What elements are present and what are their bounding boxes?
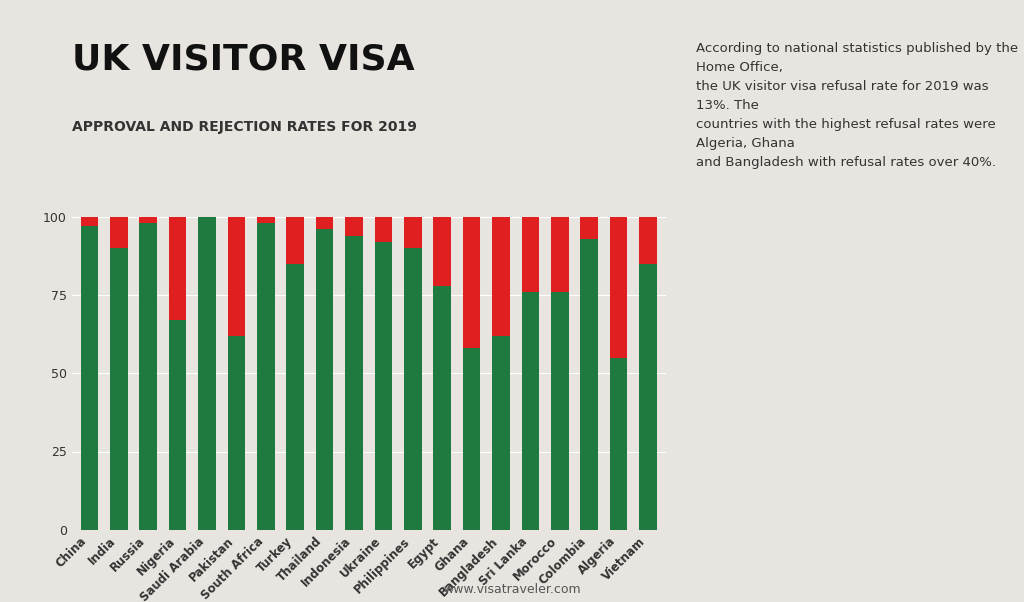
Text: UK VISITOR VISA: UK VISITOR VISA — [72, 42, 415, 76]
Bar — [227, 217, 245, 336]
Bar — [639, 217, 656, 264]
Bar — [609, 217, 628, 358]
Bar — [81, 226, 98, 530]
Bar — [315, 217, 334, 229]
Bar — [287, 264, 304, 530]
Bar — [227, 336, 245, 530]
Bar — [493, 336, 510, 530]
Bar — [81, 217, 98, 226]
Bar — [403, 248, 422, 530]
Bar — [110, 248, 128, 530]
Bar — [198, 217, 216, 530]
Text: www.visatraveler.com: www.visatraveler.com — [443, 583, 581, 596]
Bar — [581, 217, 598, 238]
Bar — [551, 292, 568, 530]
Bar — [609, 358, 628, 530]
Text: According to national statistics published by the Home Office,
the UK visitor vi: According to national statistics publish… — [696, 42, 1019, 169]
Bar — [345, 217, 362, 235]
Bar — [521, 217, 540, 292]
Bar — [139, 217, 157, 223]
Bar — [257, 223, 274, 530]
Bar — [315, 229, 334, 530]
Bar — [110, 217, 128, 248]
Bar — [433, 285, 451, 530]
Bar — [551, 217, 568, 292]
Bar — [257, 217, 274, 223]
Text: APPROVAL AND REJECTION RATES FOR 2019: APPROVAL AND REJECTION RATES FOR 2019 — [72, 120, 417, 134]
Bar — [345, 235, 362, 530]
Bar — [287, 217, 304, 264]
Bar — [169, 320, 186, 530]
Bar — [375, 217, 392, 242]
Bar — [403, 217, 422, 248]
Bar — [521, 292, 540, 530]
Bar — [581, 238, 598, 530]
Bar — [493, 217, 510, 336]
Bar — [139, 223, 157, 530]
Bar — [433, 217, 451, 285]
Bar — [639, 264, 656, 530]
Bar — [463, 217, 480, 348]
Bar — [463, 348, 480, 530]
Bar — [375, 242, 392, 530]
Bar — [169, 217, 186, 320]
